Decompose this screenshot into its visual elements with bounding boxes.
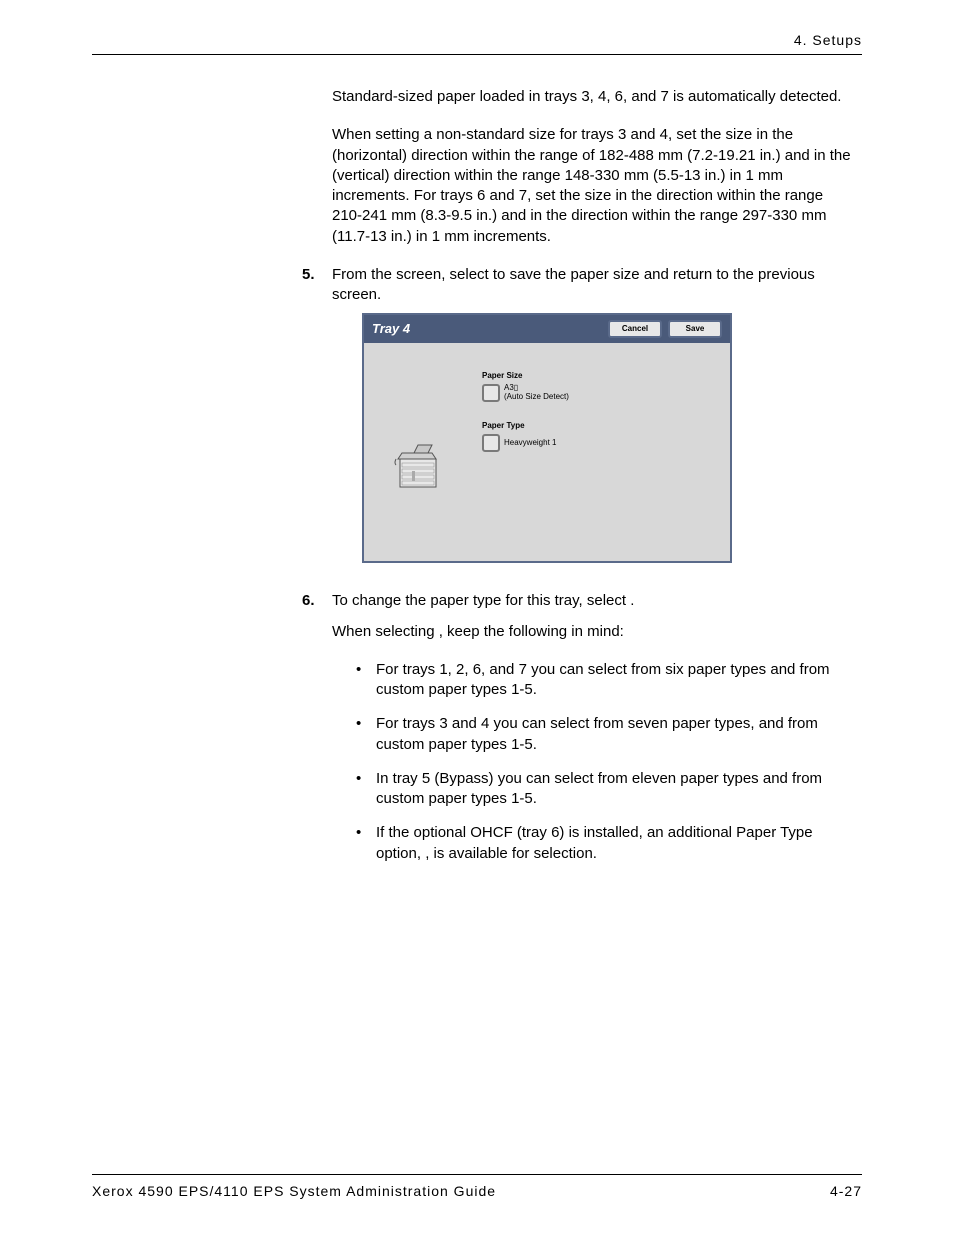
bullet-dot: • [356,714,376,755]
bullet-dot: • [356,823,376,864]
page-footer: Xerox 4590 EPS/4110 EPS System Administr… [92,1174,862,1199]
paper-size-button[interactable] [482,384,500,402]
paper-size-label: Paper Size [482,371,569,382]
paragraph-2: When setting a non-standard size for tra… [332,125,852,247]
bullet-3: • In tray 5 (Bypass) you can select from… [356,769,852,810]
step-6: 6. To change the paper type for this tra… [302,591,852,611]
bullet-4: • If the optional OHCF (tray 6) is insta… [356,823,852,864]
paper-type-option: Paper Type Heavyweight 1 [482,421,556,452]
step-5-number: 5. [302,265,332,582]
step-6-number: 6. [302,591,332,611]
bullet-dot: • [356,660,376,701]
step-5-text: From the screen, select to save the pape… [332,265,852,306]
paper-type-button[interactable] [482,434,500,452]
paper-size-detect: (Auto Size Detect) [504,393,569,402]
screenshot-titlebar: Tray 4 Cancel Save [364,315,730,343]
bullet-1: • For trays 1, 2, 6, and 7 you can selec… [356,660,852,701]
bullet-2: • For trays 3 and 4 you can select from … [356,714,852,755]
step-5: 5. From the screen, select to save the p… [302,265,852,582]
bullet-2-text: For trays 3 and 4 you can select from se… [376,714,852,755]
paragraph-3: When selecting , keep the following in m… [332,622,852,642]
paragraph-1: Standard-sized paper loaded in trays 3, … [332,87,852,107]
tray-screenshot: Tray 4 Cancel Save [362,313,852,563]
bullet-3-text: In tray 5 (Bypass) you can select from e… [376,769,852,810]
screenshot-body: Paper Size A3▯ (Auto Size Detect) [364,343,730,561]
step-6-text: To change the paper type for this tray, … [332,591,852,611]
footer-page-number: 4-27 [830,1183,862,1199]
printer-icon [388,433,448,491]
save-button[interactable]: Save [668,320,722,338]
footer-title: Xerox 4590 EPS/4110 EPS System Administr… [92,1183,496,1199]
bullet-4-text: If the optional OHCF (tray 6) is install… [376,823,852,864]
bullet-list: • For trays 1, 2, 6, and 7 you can selec… [356,660,852,864]
cancel-button[interactable]: Cancel [608,320,662,338]
paper-type-value: Heavyweight 1 [504,439,556,448]
paper-size-option: Paper Size A3▯ (Auto Size Detect) [482,371,569,402]
screenshot-title: Tray 4 [372,320,410,338]
paper-type-label: Paper Type [482,421,556,432]
bullet-1-text: For trays 1, 2, 6, and 7 you can select … [376,660,852,701]
page-header: 4. Setups [92,32,862,55]
bullet-dot: • [356,769,376,810]
